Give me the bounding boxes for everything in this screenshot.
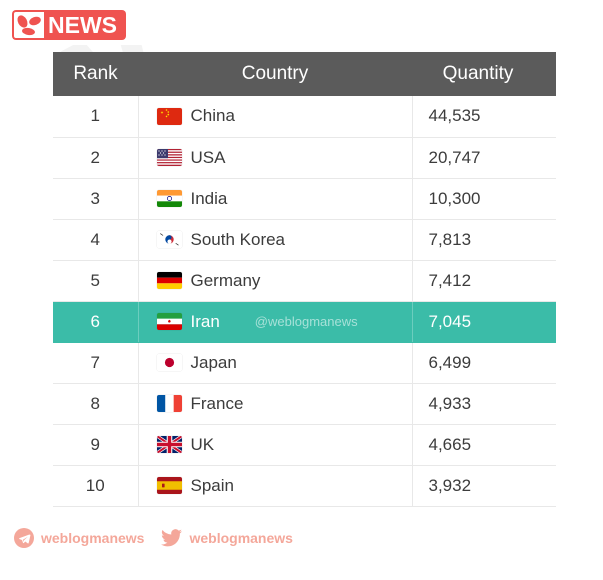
flag-cn-icon — [156, 107, 182, 125]
cell-quantity: 20,747 — [412, 137, 556, 179]
table-row[interactable]: 3 India 10,300 — [53, 178, 556, 220]
cell-quantity: 4,933 — [412, 383, 556, 425]
flag-jp-icon — [156, 354, 182, 371]
flag-gb-icon — [156, 436, 182, 453]
cell-country: South Korea — [138, 219, 413, 261]
flag-in-icon — [156, 190, 182, 207]
row-watermark-handle: @weblogmanews — [254, 314, 358, 329]
social-link-twitter[interactable]: weblogmanews — [160, 528, 293, 548]
flag-kr-icon — [156, 231, 182, 248]
country-name: France — [190, 393, 244, 413]
social-link-telegram[interactable]: weblogmanews — [14, 528, 144, 548]
cell-country: France — [138, 383, 413, 425]
cell-quantity: 4,665 — [412, 424, 556, 466]
country-name: China — [190, 106, 235, 126]
cell-rank: 10 — [53, 465, 139, 507]
country-name: South Korea — [190, 229, 286, 249]
cell-rank: 5 — [53, 260, 139, 302]
cell-rank: 4 — [53, 219, 139, 261]
cell-country: Spain — [138, 465, 413, 507]
table-row[interactable]: 5 Germany 7,412 — [53, 260, 556, 302]
table-row[interactable]: 9 UK 4,665 — [53, 424, 556, 466]
country-name: Iran — [190, 311, 220, 331]
cell-rank: 8 — [53, 383, 139, 425]
cell-rank: 2 — [53, 137, 139, 179]
flag-fr-icon — [156, 395, 182, 412]
flag-es-icon — [156, 477, 182, 494]
cell-country: USA — [138, 137, 413, 179]
country-name: India — [190, 188, 228, 208]
country-name: Spain — [190, 475, 234, 495]
country-name: Japan — [190, 352, 237, 372]
country-name: Germany — [190, 270, 261, 290]
table-row[interactable]: 1 China 44,535 — [53, 96, 556, 138]
flag-us-icon — [156, 149, 182, 166]
cell-country: Iran @weblogmanews — [138, 301, 413, 343]
cell-quantity: 10,300 — [412, 178, 556, 220]
social-label-twitter: weblogmanews — [189, 530, 293, 546]
cell-quantity: 6,499 — [412, 342, 556, 384]
social-label-telegram: weblogmanews — [41, 530, 145, 546]
twitter-icon — [160, 528, 182, 548]
cell-rank: 7 — [53, 342, 139, 384]
table-row[interactable]: 2 USA 20,747 — [53, 137, 556, 179]
news-blob-logo-icon — [12, 10, 44, 40]
flag-ir-icon — [156, 313, 182, 330]
column-header-quantity[interactable]: Quantity — [412, 52, 556, 96]
column-header-rank[interactable]: Rank — [53, 52, 138, 96]
ranking-table: Rank Country Quantity 1 China 44,535 2 USA 20… — [53, 52, 556, 507]
flag-de-icon — [156, 272, 182, 289]
table-body: 1 China 44,535 2 USA 20,747 3 India 10,300 4 South… — [53, 96, 556, 507]
table-row[interactable]: 4 South Korea 7,813 — [53, 219, 556, 261]
cell-rank: 6 — [53, 301, 139, 343]
table-row[interactable]: 7 Japan 6,499 — [53, 342, 556, 384]
table-header: Rank Country Quantity — [53, 52, 556, 96]
column-header-country[interactable]: Country — [138, 52, 412, 96]
country-name: USA — [190, 147, 226, 167]
cell-quantity: 7,045 — [412, 301, 556, 343]
table-row[interactable]: 6 Iran @weblogmanews 7,045 — [53, 301, 556, 343]
cell-quantity: 7,813 — [412, 219, 556, 261]
cell-quantity: 3,932 — [412, 465, 556, 507]
cell-country: China — [138, 96, 413, 138]
logo-wordmark: NEWS — [44, 10, 126, 40]
table-row[interactable]: 10 Spain 3,932 — [53, 465, 556, 507]
cell-rank: 3 — [53, 178, 139, 220]
footer-social-links: weblogmanews weblogmanews — [14, 528, 293, 548]
cell-quantity: 44,535 — [412, 96, 556, 138]
cell-country: India — [138, 178, 413, 220]
cell-quantity: 7,412 — [412, 260, 556, 302]
country-name: UK — [190, 434, 215, 454]
cell-country: Japan — [138, 342, 413, 384]
table-header-row: Rank Country Quantity — [53, 52, 556, 96]
cell-country: Germany — [138, 260, 413, 302]
table-row[interactable]: 8 France 4,933 — [53, 383, 556, 425]
cell-rank: 1 — [53, 96, 139, 138]
cell-rank: 9 — [53, 424, 139, 466]
site-logo: NEWS — [12, 10, 126, 40]
cell-country: UK — [138, 424, 413, 466]
telegram-icon — [14, 528, 34, 548]
